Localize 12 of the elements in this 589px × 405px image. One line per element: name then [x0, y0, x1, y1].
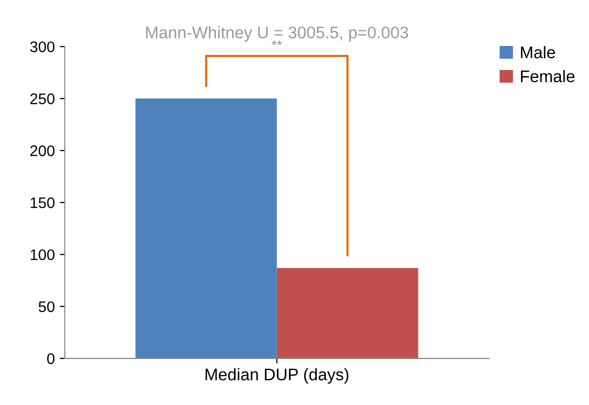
legend-label: Female	[520, 70, 574, 82]
y-tick-label: 50	[38, 301, 54, 312]
chart-title: Mann-Whitney U = 3005.5, p=0.003	[146, 26, 408, 42]
y-tick-label: 100	[30, 249, 54, 260]
y-tick-label: 250	[30, 93, 54, 104]
y-tick-label: 300	[30, 41, 54, 52]
legend-label: Male	[520, 46, 556, 58]
y-tick-label: 200	[30, 145, 54, 156]
x-tick-label: Median DUP (days)	[206, 368, 348, 384]
y-tick-label: 150	[30, 197, 54, 208]
y-tick-label: 0	[47, 353, 54, 364]
text: **	[272, 40, 282, 46]
